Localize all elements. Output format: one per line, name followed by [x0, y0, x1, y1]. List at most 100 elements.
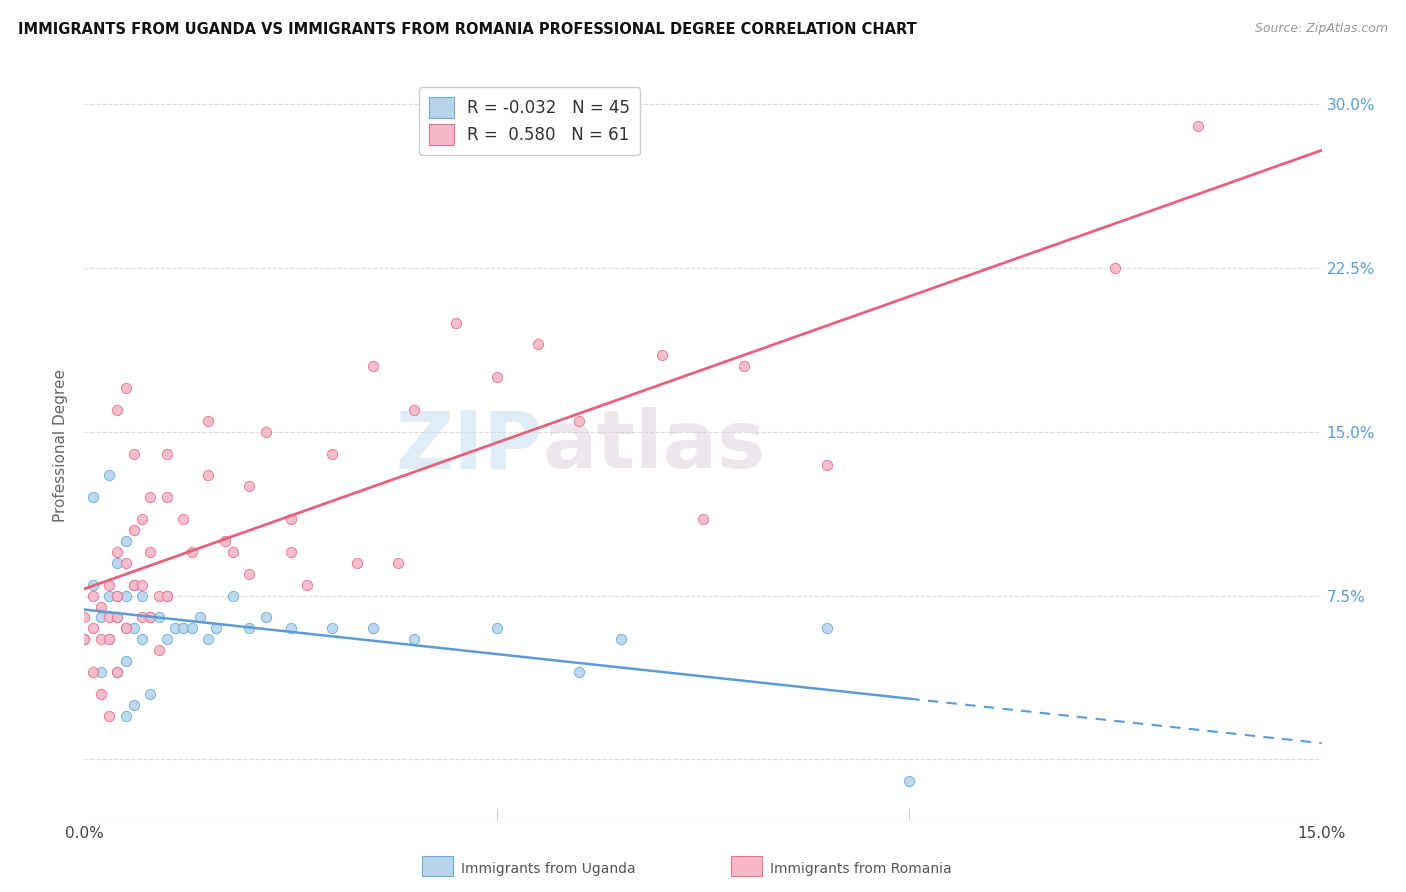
- Point: [122, 447, 145, 461]
- Point: [114, 589, 136, 603]
- Point: [156, 447, 179, 461]
- Point: [404, 403, 426, 417]
- Point: [122, 523, 145, 537]
- Point: [73, 632, 96, 647]
- Point: [692, 512, 714, 526]
- Point: [90, 610, 112, 624]
- Point: [214, 534, 236, 549]
- Point: [387, 556, 409, 570]
- Point: [197, 468, 219, 483]
- Point: [114, 654, 136, 668]
- Text: Immigrants from Romania: Immigrants from Romania: [770, 862, 952, 876]
- Point: [105, 610, 128, 624]
- Point: [321, 447, 343, 461]
- Point: [122, 698, 145, 712]
- Point: [238, 621, 260, 635]
- Point: [346, 556, 368, 570]
- Text: atlas: atlas: [543, 407, 765, 485]
- Point: [82, 665, 104, 679]
- Point: [254, 425, 277, 439]
- Point: [73, 632, 96, 647]
- Point: [98, 468, 121, 483]
- Point: [1187, 119, 1209, 133]
- Point: [131, 632, 153, 647]
- Point: [82, 578, 104, 592]
- Point: [568, 665, 591, 679]
- Point: [197, 414, 219, 428]
- Point: [404, 632, 426, 647]
- Point: [361, 621, 384, 635]
- Point: [98, 632, 121, 647]
- Point: [98, 708, 121, 723]
- Point: [280, 512, 302, 526]
- Point: [180, 621, 202, 635]
- Point: [651, 348, 673, 362]
- Point: [898, 774, 921, 789]
- Point: [254, 610, 277, 624]
- Point: [73, 610, 96, 624]
- Point: [238, 566, 260, 581]
- Point: [90, 599, 112, 614]
- Point: [122, 578, 145, 592]
- Point: [131, 578, 153, 592]
- Point: [444, 316, 467, 330]
- Point: [131, 512, 153, 526]
- Point: [180, 545, 202, 559]
- Point: [82, 589, 104, 603]
- Point: [156, 589, 179, 603]
- Point: [156, 632, 179, 647]
- Point: [98, 589, 121, 603]
- Point: [90, 632, 112, 647]
- Point: [105, 403, 128, 417]
- Point: [188, 610, 211, 624]
- Point: [139, 610, 162, 624]
- Point: [114, 708, 136, 723]
- Point: [122, 621, 145, 635]
- Point: [90, 687, 112, 701]
- Point: [165, 621, 187, 635]
- Point: [105, 665, 128, 679]
- Point: [148, 643, 170, 657]
- Point: [105, 589, 128, 603]
- Legend: R = -0.032   N = 45, R =  0.580   N = 61: R = -0.032 N = 45, R = 0.580 N = 61: [419, 87, 641, 154]
- Point: [485, 621, 508, 635]
- Point: [197, 632, 219, 647]
- Point: [139, 545, 162, 559]
- Point: [280, 621, 302, 635]
- Point: [131, 610, 153, 624]
- Point: [609, 632, 631, 647]
- Point: [105, 589, 128, 603]
- Point: [815, 621, 838, 635]
- Point: [295, 578, 318, 592]
- Point: [361, 359, 384, 374]
- Point: [139, 491, 162, 505]
- Point: [98, 578, 121, 592]
- Point: [222, 545, 245, 559]
- Point: [98, 610, 121, 624]
- Point: [485, 370, 508, 384]
- Point: [82, 621, 104, 635]
- Point: [114, 621, 136, 635]
- Point: [172, 621, 194, 635]
- Point: [568, 414, 591, 428]
- Point: [114, 621, 136, 635]
- Point: [156, 589, 179, 603]
- Point: [90, 665, 112, 679]
- Point: [139, 687, 162, 701]
- Point: [114, 381, 136, 395]
- Point: [148, 610, 170, 624]
- Point: [148, 589, 170, 603]
- Point: [105, 665, 128, 679]
- Point: [172, 512, 194, 526]
- Text: ZIP: ZIP: [395, 407, 543, 485]
- Point: [114, 534, 136, 549]
- Point: [205, 621, 228, 635]
- Point: [105, 545, 128, 559]
- Point: [238, 479, 260, 493]
- Text: IMMIGRANTS FROM UGANDA VS IMMIGRANTS FROM ROMANIA PROFESSIONAL DEGREE CORRELATIO: IMMIGRANTS FROM UGANDA VS IMMIGRANTS FRO…: [18, 22, 917, 37]
- Point: [122, 578, 145, 592]
- Point: [1104, 260, 1126, 275]
- Point: [321, 621, 343, 635]
- Point: [733, 359, 755, 374]
- Point: [105, 556, 128, 570]
